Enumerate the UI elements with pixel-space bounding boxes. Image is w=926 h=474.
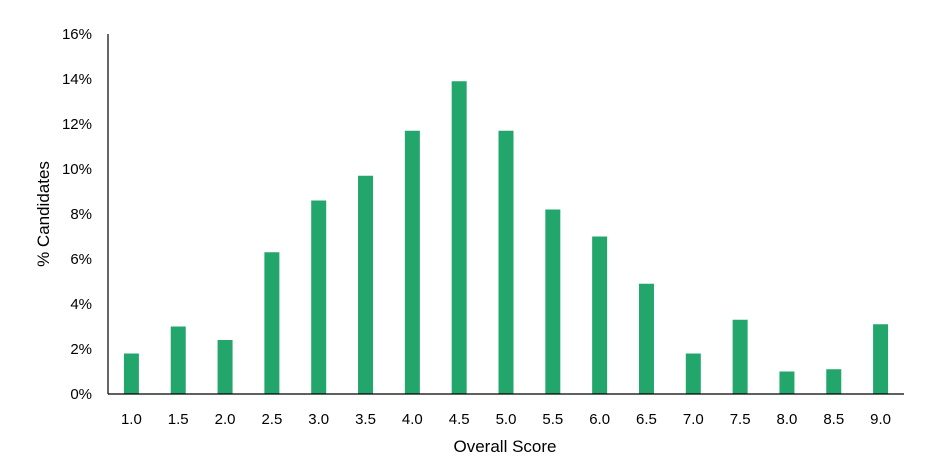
y-tick-label: 16% [62,26,92,43]
x-tick-label: 7.5 [730,411,751,428]
x-tick-label: 2.0 [215,411,236,428]
x-tick-label: 1.5 [168,411,189,428]
bar-1.5 [170,326,186,394]
y-tick-label: 10% [62,161,92,178]
bar-3.0 [311,200,327,394]
x-tick-label: 6.5 [636,411,657,428]
x-tick-label: 8.5 [823,411,844,428]
bar-8.5 [826,369,842,394]
x-tick-label: 5.5 [542,411,563,428]
y-tick-label: 6% [70,251,92,268]
bar-7.5 [732,319,748,394]
x-tick-label: 4.0 [402,411,423,428]
x-tick-label: 7.0 [683,411,704,428]
bar-3.5 [358,175,374,394]
bar-5.5 [545,209,561,394]
y-tick-label: 14% [62,71,92,88]
x-tick-label: 8.0 [777,411,798,428]
plot-area: 0% 2% 4% 6% 8% 10% 12% 14% 16% 1.0 1.5 2.0 2.5 3.0 3.5… [62,26,904,428]
x-tick-label: 2.5 [261,411,282,428]
bar-8.0 [779,371,795,394]
y-tick-label: 12% [62,116,92,133]
x-tick-label: 1.0 [121,411,142,428]
x-tick-label: 3.0 [308,411,329,428]
bar-1.0 [123,353,139,394]
y-axis-title: % Candidates [34,161,53,267]
bar-5.0 [498,130,514,394]
bar-6.0 [592,236,608,394]
bar-9.0 [873,324,889,394]
x-tick-label: 9.0 [870,411,891,428]
x-tick-label: 6.0 [589,411,610,428]
y-tick-label: 0% [70,386,92,403]
bar-6.5 [638,283,654,394]
bar-7.0 [685,353,701,394]
y-tick-label: 4% [70,296,92,313]
bar-2.5 [264,252,280,394]
x-tick-label: 3.5 [355,411,376,428]
x-tick-label: 4.5 [449,411,470,428]
x-axis-title: Overall Score [454,437,557,456]
y-tick-label: 8% [70,206,92,223]
bar-4.5 [451,81,467,394]
x-tick-label: 5.0 [496,411,517,428]
bar-4.0 [404,130,420,394]
bar-2.0 [217,340,233,394]
y-tick-label: 2% [70,341,92,358]
